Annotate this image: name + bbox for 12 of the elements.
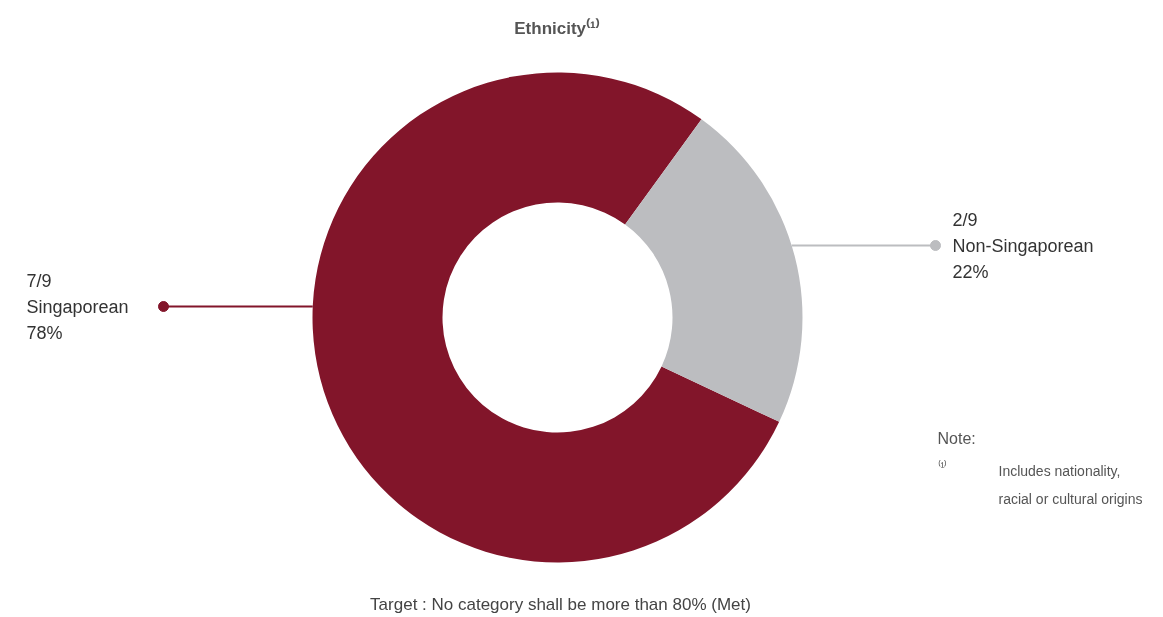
text: 7/9	[26, 270, 52, 291]
legend-label: Non-Singaporean	[952, 235, 1094, 256]
text: Note:	[937, 430, 976, 447]
data-label: 78%	[26, 322, 63, 343]
slice-label: Singaporean	[26, 296, 129, 317]
chart-title: Ethnicity⁽¹⁾	[514, 18, 600, 38]
text: racial or cultural origins	[998, 490, 1143, 507]
text: 2/9	[952, 209, 978, 230]
data-label: 22%	[952, 261, 989, 282]
text: ⁽¹⁾	[937, 459, 948, 474]
text: Target : No category shall be more than 80% (Met)	[370, 595, 751, 614]
text: Includes nationality,	[998, 462, 1121, 479]
